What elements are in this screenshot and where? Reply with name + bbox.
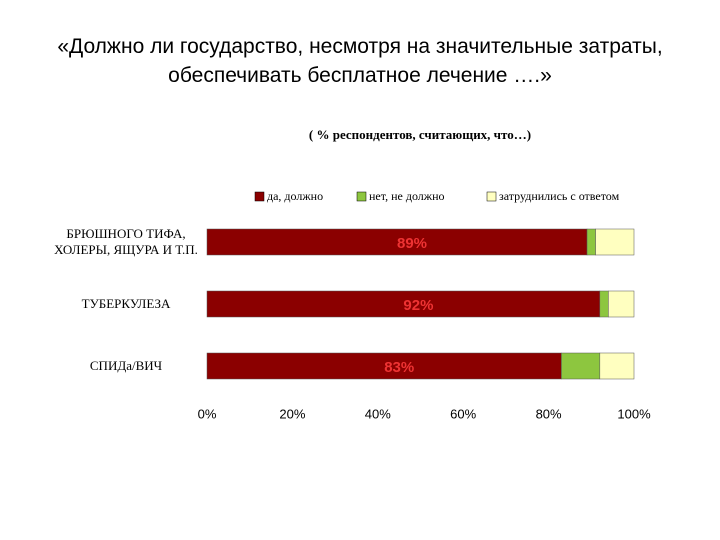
x-tick-label: 20%	[279, 406, 305, 421]
category-label: ТУБЕРКУЛЕЗА	[81, 296, 171, 311]
data-label: 89%	[397, 235, 427, 252]
legend-swatch	[356, 191, 367, 202]
legend-swatch	[254, 191, 265, 202]
bar-segment	[599, 290, 609, 318]
bar-segment	[206, 228, 588, 256]
x-tick-label: 80%	[536, 406, 562, 421]
legend-label: нет, не должно	[369, 189, 445, 203]
legend-label: затруднились с ответом	[499, 189, 620, 203]
legend-label: да, должно	[267, 189, 323, 203]
legend-swatch	[486, 191, 497, 202]
data-label: 83%	[384, 359, 414, 376]
category-label: БРЮШНОГО ТИФА, ХОЛЕРЫ, ЯЩУРА И Т.П.	[54, 226, 198, 257]
chart-subtitle: ( % респондентов, считающих, что…)	[309, 127, 531, 142]
bar-segment	[561, 352, 601, 380]
chart-title: «Должно ли государство, несмотря на знач…	[57, 35, 663, 87]
x-tick-label: 0%	[198, 406, 217, 421]
category-label: СПИДа/ВИЧ	[89, 358, 163, 373]
x-tick-label: 100%	[617, 406, 651, 421]
bar-segment	[586, 228, 596, 256]
x-tick-label: 60%	[450, 406, 476, 421]
data-label: 92%	[403, 297, 433, 314]
x-tick-label: 40%	[365, 406, 391, 421]
bar-segment	[608, 290, 635, 318]
bar-segment	[206, 352, 562, 380]
bar-segment	[595, 228, 635, 256]
bar-segment	[599, 352, 635, 380]
